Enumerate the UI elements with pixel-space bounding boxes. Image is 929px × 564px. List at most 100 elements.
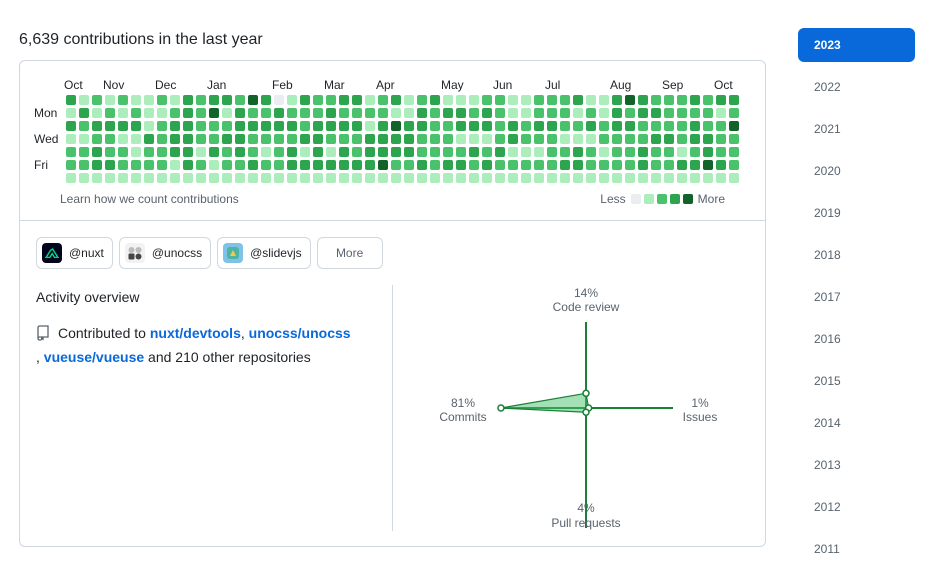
contribution-day[interactable] <box>456 108 466 118</box>
contribution-day[interactable] <box>664 173 674 183</box>
contribution-day[interactable] <box>274 121 284 131</box>
contribution-day[interactable] <box>92 95 102 105</box>
contribution-day[interactable] <box>222 160 232 170</box>
contribution-day[interactable] <box>612 95 622 105</box>
contribution-day[interactable] <box>651 95 661 105</box>
contribution-day[interactable] <box>651 173 661 183</box>
contribution-day[interactable] <box>625 134 635 144</box>
contribution-day[interactable] <box>716 121 726 131</box>
contribution-day[interactable] <box>690 95 700 105</box>
contribution-day[interactable] <box>586 173 596 183</box>
contribution-day[interactable] <box>313 108 323 118</box>
contribution-day[interactable] <box>573 173 583 183</box>
contribution-day[interactable] <box>690 160 700 170</box>
contribution-day[interactable] <box>92 134 102 144</box>
contribution-day[interactable] <box>638 173 648 183</box>
contribution-day[interactable] <box>430 108 440 118</box>
contribution-day[interactable] <box>300 134 310 144</box>
contribution-day[interactable] <box>664 160 674 170</box>
contribution-day[interactable] <box>235 147 245 157</box>
contribution-day[interactable] <box>469 95 479 105</box>
contribution-day[interactable] <box>690 134 700 144</box>
contribution-day[interactable] <box>677 121 687 131</box>
contribution-day[interactable] <box>677 108 687 118</box>
contribution-day[interactable] <box>105 121 115 131</box>
contribution-day[interactable] <box>677 160 687 170</box>
contribution-day[interactable] <box>79 147 89 157</box>
contribution-day[interactable] <box>274 173 284 183</box>
org-button-unocss[interactable]: @unocss <box>118 237 212 269</box>
contribution-day[interactable] <box>352 160 362 170</box>
contribution-day[interactable] <box>261 160 271 170</box>
contribution-day[interactable] <box>469 173 479 183</box>
contribution-day[interactable] <box>144 95 154 105</box>
org-button-slidevjs[interactable]: @slidevjs <box>217 237 311 269</box>
contribution-day[interactable] <box>287 95 297 105</box>
contribution-day[interactable] <box>261 121 271 131</box>
contribution-day[interactable] <box>456 160 466 170</box>
contribution-day[interactable] <box>521 173 531 183</box>
contribution-day[interactable] <box>261 108 271 118</box>
contribution-day[interactable] <box>326 173 336 183</box>
year-link-2014[interactable]: 2014 <box>814 416 841 430</box>
contribution-day[interactable] <box>404 160 414 170</box>
contribution-day[interactable] <box>391 134 401 144</box>
contribution-day[interactable] <box>404 147 414 157</box>
contribution-day[interactable] <box>313 134 323 144</box>
contribution-day[interactable] <box>703 108 713 118</box>
contribution-day[interactable] <box>118 147 128 157</box>
contribution-day[interactable] <box>534 147 544 157</box>
contribution-day[interactable] <box>365 108 375 118</box>
repo-link-unocss[interactable]: unocss/unocss <box>248 325 351 341</box>
year-link-2012[interactable]: 2012 <box>814 500 841 514</box>
contribution-day[interactable] <box>469 108 479 118</box>
contribution-day[interactable] <box>144 121 154 131</box>
contribution-day[interactable] <box>222 108 232 118</box>
contribution-day[interactable] <box>209 160 219 170</box>
contribution-day[interactable] <box>352 121 362 131</box>
year-link-2013[interactable]: 2013 <box>814 458 841 472</box>
contribution-day[interactable] <box>508 173 518 183</box>
year-link-2016[interactable]: 2016 <box>814 332 841 346</box>
contribution-day[interactable] <box>365 173 375 183</box>
contribution-day[interactable] <box>443 108 453 118</box>
contribution-day[interactable] <box>638 160 648 170</box>
contribution-day[interactable] <box>677 134 687 144</box>
contribution-day[interactable] <box>144 147 154 157</box>
contribution-day[interactable] <box>586 160 596 170</box>
contribution-day[interactable] <box>352 108 362 118</box>
contribution-day[interactable] <box>521 95 531 105</box>
contribution-day[interactable] <box>391 108 401 118</box>
contribution-day[interactable] <box>456 173 466 183</box>
contribution-day[interactable] <box>716 134 726 144</box>
contribution-day[interactable] <box>248 173 258 183</box>
contribution-day[interactable] <box>534 95 544 105</box>
contribution-day[interactable] <box>534 173 544 183</box>
contribution-day[interactable] <box>339 121 349 131</box>
contribution-day[interactable] <box>573 147 583 157</box>
contribution-day[interactable] <box>300 121 310 131</box>
contribution-day[interactable] <box>456 121 466 131</box>
contribution-day[interactable] <box>118 121 128 131</box>
contribution-day[interactable] <box>118 95 128 105</box>
contribution-day[interactable] <box>573 108 583 118</box>
contribution-day[interactable] <box>66 108 76 118</box>
contribution-day[interactable] <box>586 121 596 131</box>
contribution-day[interactable] <box>508 95 518 105</box>
contribution-day[interactable] <box>482 95 492 105</box>
contribution-day[interactable] <box>118 134 128 144</box>
contribution-day[interactable] <box>560 160 570 170</box>
contribution-day[interactable] <box>495 108 505 118</box>
contribution-day[interactable] <box>664 147 674 157</box>
repo-link-vueuse[interactable]: vueuse/vueuse <box>43 349 145 365</box>
contribution-day[interactable] <box>118 173 128 183</box>
contribution-day[interactable] <box>196 95 206 105</box>
contribution-day[interactable] <box>677 173 687 183</box>
contribution-day[interactable] <box>651 160 661 170</box>
contribution-day[interactable] <box>391 121 401 131</box>
contribution-day[interactable] <box>92 160 102 170</box>
contribution-day[interactable] <box>105 95 115 105</box>
contribution-day[interactable] <box>365 134 375 144</box>
year-link-2022[interactable]: 2022 <box>814 80 841 94</box>
contribution-day[interactable] <box>664 121 674 131</box>
